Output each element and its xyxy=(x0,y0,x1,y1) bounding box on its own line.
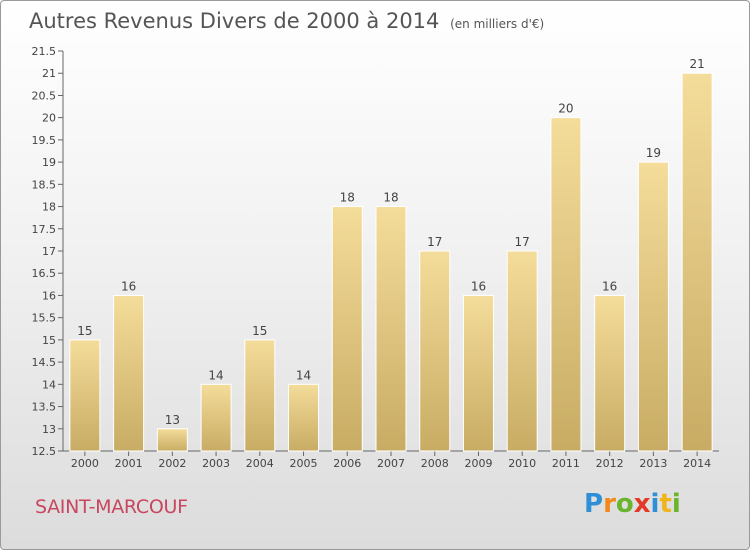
y-tick-label: 19.5 xyxy=(32,134,57,147)
bar xyxy=(637,161,669,452)
y-tick-label: 17.5 xyxy=(32,223,57,236)
x-tick-label: 2006 xyxy=(333,457,361,470)
y-tick-label: 20 xyxy=(42,112,56,125)
y-tick-label: 16.5 xyxy=(32,267,57,280)
y-tick-label: 17 xyxy=(42,245,56,258)
logo-letter: t xyxy=(659,489,672,519)
y-tick-label: 19 xyxy=(42,156,56,169)
data-label: 16 xyxy=(602,279,617,293)
y-tick-label: 21 xyxy=(42,67,56,80)
bar xyxy=(113,294,145,452)
data-label: 17 xyxy=(515,235,530,249)
x-tick-label: 2009 xyxy=(464,457,492,470)
data-label: 16 xyxy=(121,279,136,293)
bar xyxy=(550,117,582,452)
chart-unit: (en milliers d'€) xyxy=(450,17,545,31)
data-label: 14 xyxy=(296,368,311,382)
proxiti-logo[interactable]: Proxiti xyxy=(584,489,681,519)
data-label: 17 xyxy=(427,235,442,249)
bar xyxy=(462,294,494,452)
bar xyxy=(375,206,407,452)
data-label: 14 xyxy=(208,368,223,382)
data-label: 16 xyxy=(471,279,486,293)
y-tick-label: 20.5 xyxy=(32,89,57,102)
y-tick-label: 12.5 xyxy=(32,445,57,458)
bars: 15 16 13 14 15 14 18 18 17 16 17 20 16 19 21 xyxy=(69,57,713,452)
y-tick-label: 14.5 xyxy=(32,356,57,369)
x-tick-label: 2013 xyxy=(639,457,667,470)
logo-letter: i xyxy=(650,489,660,519)
x-tick-label: 2001 xyxy=(115,457,143,470)
bar xyxy=(419,250,451,452)
bar xyxy=(288,383,320,452)
y-tick-label: 21.5 xyxy=(32,45,57,58)
bar xyxy=(156,428,188,452)
data-label: 21 xyxy=(689,57,704,71)
data-label: 15 xyxy=(252,324,267,338)
x-tick-label: 2007 xyxy=(377,457,405,470)
logo-letter: i xyxy=(671,489,681,519)
x-tick-label: 2011 xyxy=(552,457,580,470)
data-label: 15 xyxy=(77,324,92,338)
y-tick-label: 13.5 xyxy=(32,401,57,414)
axes: 12.5 13 13.5 14 14.5 15 15.5 16 16.5 17 17.5 18 18.5… xyxy=(32,45,719,470)
y-tick-label: 15 xyxy=(42,334,56,347)
y-tick-label: 14 xyxy=(42,378,56,391)
data-label: 19 xyxy=(646,146,661,160)
commune-name: SAINT-MARCOUF xyxy=(35,496,188,518)
chart-title-text: Autres Revenus Divers de 2000 à 2014 xyxy=(29,9,440,33)
y-tick-label: 13 xyxy=(42,423,56,436)
x-tick-label: 2012 xyxy=(596,457,624,470)
logo-letter: r xyxy=(603,489,616,519)
y-tick-label: 18.5 xyxy=(32,178,57,191)
data-label: 13 xyxy=(165,413,180,427)
data-label: 20 xyxy=(558,102,573,116)
logo-letter: o xyxy=(615,489,634,519)
x-tick-label: 2003 xyxy=(202,457,230,470)
y-tick-label: 16 xyxy=(42,289,56,302)
x-tick-label: 2004 xyxy=(246,457,274,470)
bar xyxy=(594,294,626,452)
data-label: 18 xyxy=(340,191,355,205)
bar xyxy=(69,339,101,452)
x-tick-label: 2000 xyxy=(71,457,99,470)
x-tick-label: 2014 xyxy=(683,457,711,470)
data-label: 18 xyxy=(383,191,398,205)
chart-title: Autres Revenus Divers de 2000 à 2014 (en… xyxy=(29,9,544,33)
logo-letter: P xyxy=(584,489,604,519)
y-tick-label: 15.5 xyxy=(32,312,57,325)
x-tick-label: 2008 xyxy=(421,457,449,470)
bar xyxy=(506,250,538,452)
bar xyxy=(244,339,276,452)
y-tick-label: 18 xyxy=(42,201,56,214)
bar xyxy=(681,72,713,452)
x-tick-label: 2010 xyxy=(508,457,536,470)
bar xyxy=(200,383,232,452)
x-tick-label: 2005 xyxy=(290,457,318,470)
logo-letter: x xyxy=(633,489,651,519)
x-tick-label: 2002 xyxy=(158,457,186,470)
bar xyxy=(331,206,363,452)
